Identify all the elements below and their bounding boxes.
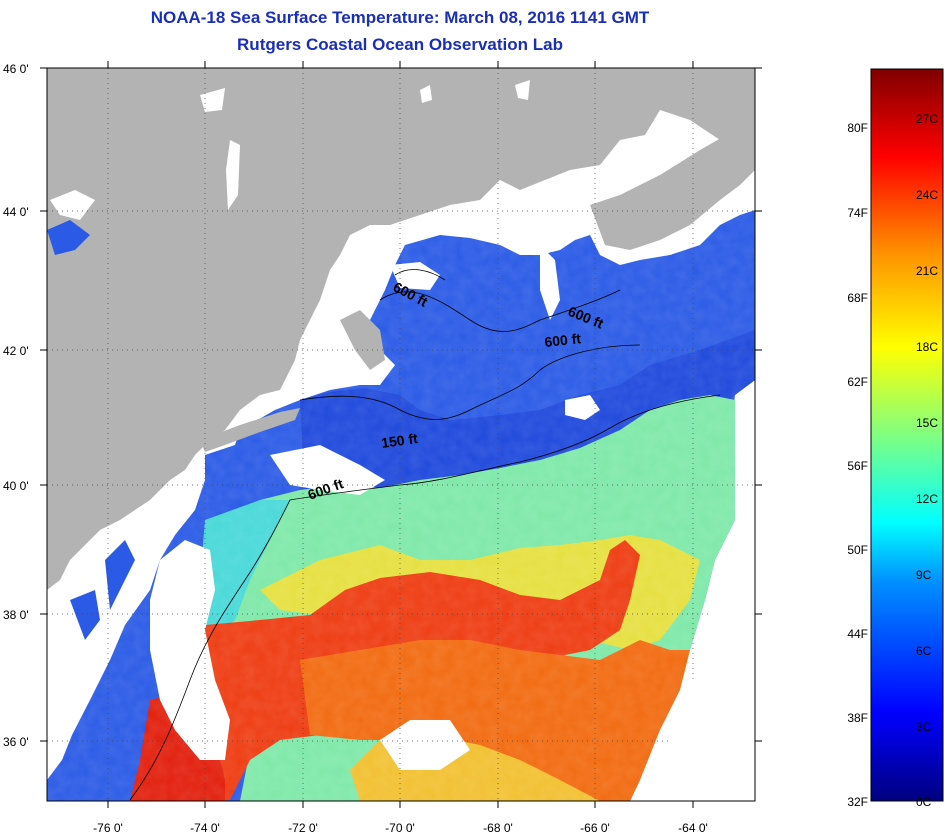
colorbar-f-68: 68F [847, 291, 868, 305]
lat-label-42: 42 0' [3, 344, 29, 358]
lon-label-76: -76 0' [93, 821, 123, 835]
colorbar-c-27: 27C [916, 112, 939, 126]
map-subtitle: Rutgers Coastal Ocean Observation Lab [237, 35, 563, 54]
colorbar-f-44: 44F [847, 627, 868, 641]
colorbar-c-15: 15C [916, 416, 939, 430]
lon-label-70: -70 0' [385, 821, 415, 835]
no-data-southeast [640, 500, 755, 801]
colorbar-f-38: 38F [847, 711, 868, 725]
colorbar-f-62: 62F [847, 375, 868, 389]
colorbar-f-56: 56F [847, 459, 868, 473]
map-panel [47, 68, 755, 801]
lon-label-68: -68 0' [483, 821, 513, 835]
land-nova-scotia [590, 120, 755, 250]
colorbar-c-3: 3C [916, 720, 932, 734]
lat-label-38: 38 0' [3, 608, 29, 622]
colorbar-f-50: 50F [847, 543, 868, 557]
graticule [47, 68, 755, 801]
colorbar [870, 68, 944, 802]
inland-lakes [50, 80, 530, 220]
land-cape-cod [340, 310, 385, 370]
colorbar-f-80: 80F [847, 121, 868, 135]
map-title: NOAA-18 Sea Surface Temperature: March 0… [150, 8, 650, 27]
map-frame [46, 67, 756, 802]
colorbar-c-6: 6C [916, 644, 932, 658]
colorbar-c-0: 0C [916, 795, 932, 809]
contour-label-4: 150 ft [380, 430, 419, 451]
lat-label-40: 40 0' [3, 479, 29, 493]
colorbar-f-74: 74F [847, 206, 868, 220]
colorbar-c-21: 21C [916, 264, 939, 278]
axis-ticks [40, 61, 762, 808]
colorbar-c-18: 18C [916, 340, 939, 354]
lat-label-44: 44 0' [3, 205, 29, 219]
colorbar-c-24: 24C [916, 188, 939, 202]
bathymetry-contours [129, 269, 721, 801]
bays-estuaries [47, 220, 135, 640]
lon-label-64: -64 0' [678, 821, 708, 835]
lat-label-36: 36 0' [3, 735, 29, 749]
lon-label-72: -72 0' [288, 821, 318, 835]
lat-label-46: 46 0' [3, 62, 29, 76]
contour-label-3: 600 ft [544, 330, 582, 350]
colorbar-c-9: 9C [916, 568, 932, 582]
land-long-island [200, 408, 300, 452]
colorbar-f-32: 32F [847, 795, 868, 809]
land-mainland [47, 68, 755, 590]
lon-label-66: -66 0' [580, 821, 610, 835]
colorbar-c-12: 12C [916, 492, 939, 506]
lon-label-74: -74 0' [190, 821, 220, 835]
